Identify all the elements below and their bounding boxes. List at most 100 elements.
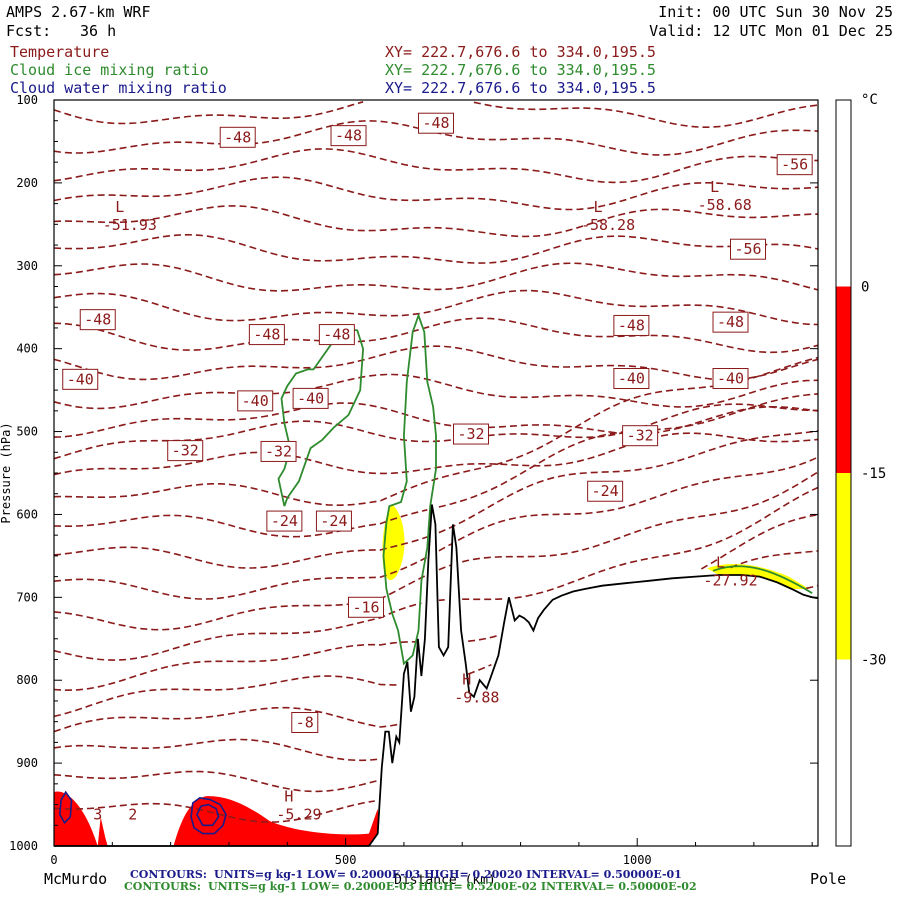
y-tick-label: 500 [16,425,38,439]
terrain-mask [54,504,818,846]
extremum-marker: H [462,670,471,688]
isotherm-line [53,393,819,538]
temperature-label-box [348,596,385,618]
red-fill-spike [97,816,108,846]
temperature-label-box [418,112,454,134]
temperature-label: -24 [315,510,352,532]
y-tick-label: 800 [16,673,38,687]
isotherm-line [53,317,819,354]
y-tick-label: 1000 [9,839,38,853]
extremum-value: -27.92 [703,572,757,590]
isotherm-line [53,513,819,692]
extremum-value: -58.28 [581,216,635,234]
isotherm-line [53,584,819,733]
temperature-label-box [330,125,367,147]
footer-contour-info: CONTOURS: UNITS=g kg-1 LOW= 0.2000E-03 HI… [124,868,697,893]
temperature-label-text: -48 [618,316,645,334]
temperature-label-box [712,311,749,333]
temperature-label-text: -32 [265,442,292,460]
model-title: AMPS 2.67-km WRF [6,3,151,21]
footer-contours-label: CONTOURS: [130,868,207,881]
temperature-label-box [167,440,204,462]
temperature-shading [54,504,810,846]
footer-contours-text: UNITS=g kg-1 LOW= 0.2000E-03 HIGH= 0.200… [214,868,682,881]
temperature-label-text: -40 [242,392,269,410]
temperature-label-text: -40 [717,370,744,388]
temperature-label-text: -48 [717,313,744,331]
temperature-label: -32 [167,440,204,462]
colorbar-unit: °C [861,92,878,108]
extremum-value: -5.29 [276,805,321,823]
temperature-label: -32 [452,423,489,445]
temperature-label: -40 [292,387,329,409]
plot-area: -48 -48 -48 -56 -56 -48 -48 -48 -48 -48 -40 -40 -40 -… [0,93,846,888]
temperature-label-text: -32 [457,425,484,443]
temperature-label-box [452,423,489,445]
temperature-label-box [587,480,624,502]
x-axis-label: Distance (km) [394,873,496,888]
red-fill-left [54,791,98,846]
colorbar-tick-label: -15 [861,466,886,482]
contour-labels: -48 -48 -48 -56 -56 -48 -48 -48 -48 -48 -40 -40 -40 -… [62,112,813,823]
field-xy: XY= 222.7,676.6 to 334.0,195.5 [385,79,656,97]
temperature-label-text: -48 [253,326,280,344]
colorbar-band [836,473,851,660]
temperature-label-text: -40 [297,389,324,407]
temperature-label-box [613,368,650,390]
extremum-value: 3 [93,805,102,823]
colorbar: 0 -15 -30 °C [835,92,886,847]
colorbar-band [836,286,851,473]
x-tick-label: 500 [335,853,357,867]
x-tick-label: 1000 [623,853,652,867]
extremum-marker: L [716,554,725,572]
y-axis-label: Pressure (hPa) [0,422,13,523]
field-name: Cloud water mixing ratio [10,79,227,97]
y-tick-label: 700 [16,590,38,604]
colorbar-tick-label: -30 [861,653,886,669]
temperature-label-text: -24 [320,512,347,530]
terrain-line [54,504,819,847]
field-xy: XY= 222.7,676.6 to 334.0,195.5 [385,61,656,79]
right-endpoint-label: Pole [810,870,846,888]
isotherm-line [53,356,819,507]
temperature-label-text: -24 [271,512,298,530]
temperature-label: -48 [712,311,749,333]
temperature-label: -40 [712,368,749,390]
temperature-label-box [260,440,297,462]
isotherm-line [53,205,819,238]
isotherm-line [53,550,819,718]
y-tick-label: 100 [16,93,38,107]
terrain-profile [54,504,819,847]
cloud-water-contours [58,790,227,835]
field-name: Temperature [10,43,109,61]
y-tick-label: 300 [16,259,38,273]
temperature-label-box [730,238,767,260]
temperature-label: -48 [248,324,285,346]
fcst-label: Fcst: [6,22,51,40]
temperature-label-text: -40 [618,370,645,388]
temperature-label-text: -40 [67,370,94,388]
temperature-label-text: -56 [781,156,808,174]
temperature-label: -40 [62,368,99,390]
field-xy: XY= 222.7,676.6 to 334.0,195.5 [385,43,656,61]
isotherm-line [53,486,819,661]
isotherm-line [53,262,819,292]
cloud-water-contour [190,797,227,835]
temperature-label-box [79,309,116,331]
isotherm-line [53,176,819,211]
temperature-label-text: -48 [335,127,362,145]
extremum-value: -9.88 [454,688,499,706]
temperature-label-text: -48 [84,311,111,329]
temperature-label-box [248,324,285,346]
temperature-label-box [776,154,813,176]
cloud-ice-contour [712,565,813,594]
temperature-label-box [292,387,329,409]
field-legend: Temperature XY= 222.7,676.6 to 334.0,195.… [10,43,656,97]
footer-contours-label: CONTOURS: [124,880,201,893]
cloud-ice-contour [382,312,437,666]
isotherm-line [53,233,819,264]
temperature-label: -56 [730,238,767,260]
y-tick-label: 600 [16,507,38,521]
temperature-label-box [318,324,355,346]
